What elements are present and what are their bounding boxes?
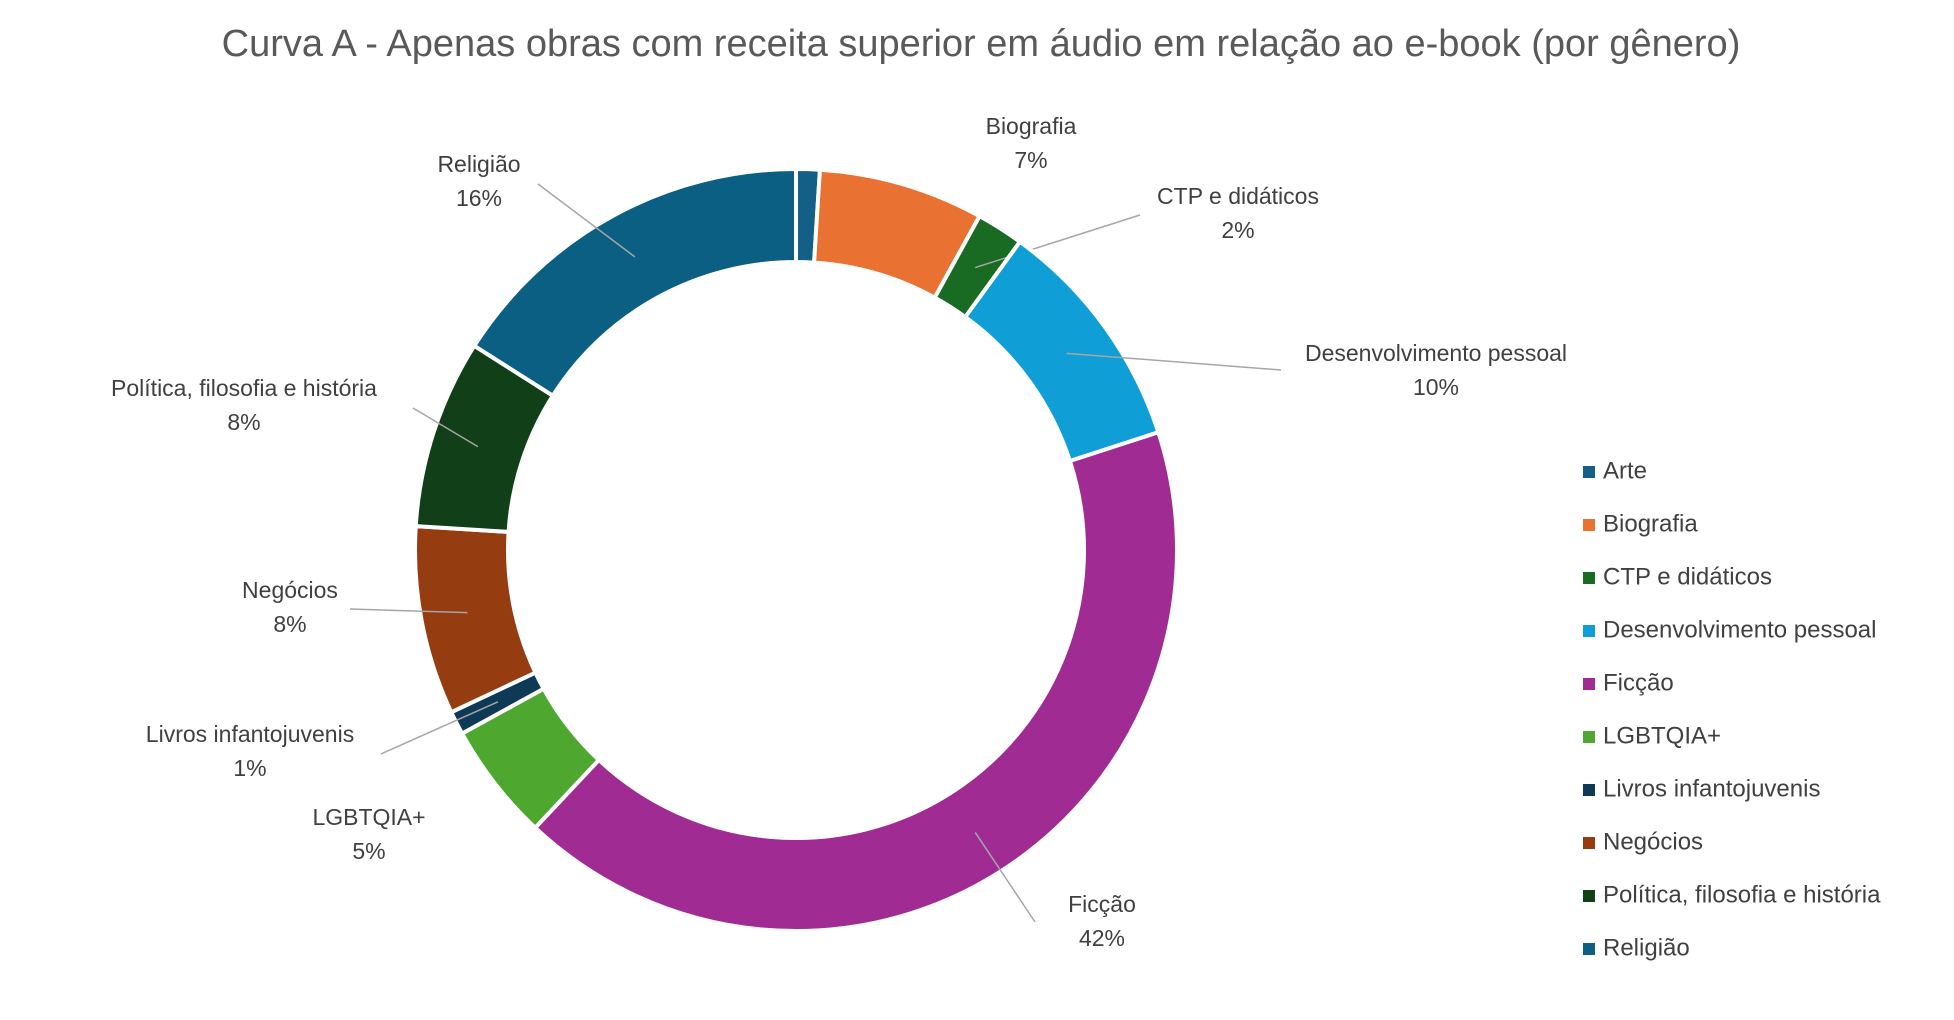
data-label-name: Política, filosofia e história [111, 375, 377, 401]
legend-swatch [1583, 572, 1595, 584]
legend-label: Ficção [1603, 669, 1674, 696]
legend-swatch [1583, 625, 1595, 637]
legend-label: Biografia [1603, 510, 1698, 537]
leader-line [1066, 352, 1282, 371]
legend-label: CTP e didáticos [1603, 563, 1772, 590]
leader-line [349, 608, 468, 614]
data-label-name: CTP e didáticos [1157, 183, 1319, 209]
legend-label: Arte [1603, 457, 1647, 484]
legend-swatch [1583, 943, 1595, 955]
legend-swatch [1583, 784, 1595, 796]
data-label-value: 42% [1079, 925, 1125, 951]
data-label-value: 10% [1413, 374, 1459, 400]
data-label-name: Livros infantojuvenis [146, 721, 354, 747]
leader-line [412, 407, 479, 448]
data-label-value: 5% [352, 838, 385, 864]
legend-label: Negócios [1603, 828, 1703, 855]
legend-swatch [1583, 731, 1595, 743]
donut-slice [471, 166, 798, 399]
data-label-value: 8% [273, 611, 306, 637]
legend-swatch [1583, 466, 1595, 478]
donut-slice [532, 429, 1179, 933]
data-label-name: LGBTQIA+ [312, 804, 425, 830]
legend-swatch [1583, 837, 1595, 849]
leader-line [537, 183, 636, 258]
legend-swatch [1583, 678, 1595, 690]
leader-line [975, 214, 1141, 269]
data-label-name: Desenvolvimento pessoal [1305, 340, 1567, 366]
data-label-value: 1% [233, 755, 266, 781]
legend-swatch [1583, 890, 1595, 902]
legend-swatch [1583, 519, 1595, 531]
legend-label: Desenvolvimento pessoal [1603, 616, 1876, 643]
chart-title: Curva A - Apenas obras com receita super… [222, 23, 1741, 65]
legend-label: Religião [1603, 934, 1690, 961]
data-label-value: 7% [1014, 147, 1047, 173]
data-label-name: Ficção [1068, 891, 1136, 917]
data-label-value: 8% [227, 409, 260, 435]
leader-line [974, 832, 1036, 923]
data-label-name: Negócios [242, 577, 338, 603]
leader-line [380, 701, 499, 755]
legend-label: Política, filosofia e história [1603, 881, 1881, 908]
data-label-name: Religião [437, 151, 520, 177]
data-label-name: Biografia [986, 113, 1077, 139]
legend-label: LGBTQIA+ [1603, 722, 1721, 749]
data-label-value: 2% [1221, 217, 1254, 243]
legend-label: Livros infantojuvenis [1603, 775, 1820, 802]
data-label-value: 16% [456, 185, 502, 211]
